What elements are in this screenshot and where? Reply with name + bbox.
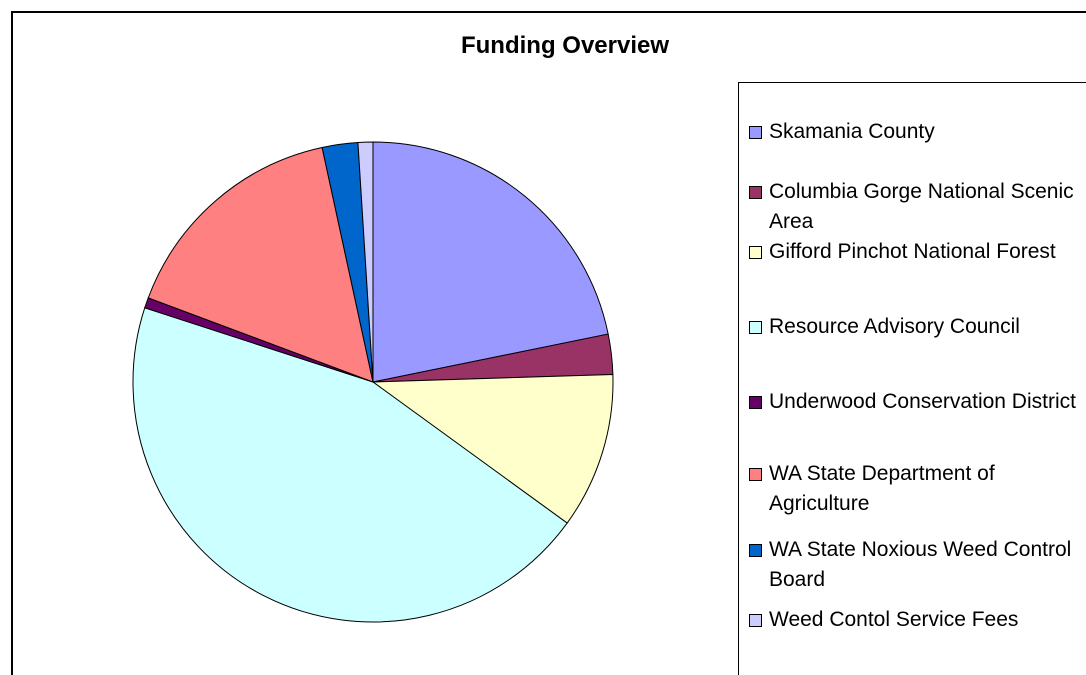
legend-item-5: WA State Department of Agriculture [749, 459, 1084, 519]
pie-slice-5 [147, 146, 374, 383]
legend-item-1: Columbia Gorge National Scenic Area [749, 177, 1084, 237]
pie-chart [132, 141, 614, 623]
legend-swatch-2 [749, 246, 762, 259]
legend: Skamania County Columbia Gorge National S… [738, 82, 1086, 675]
pie-slice-2 [371, 373, 614, 524]
legend-item-6: WA State Noxious Weed Control Board [749, 535, 1084, 595]
legend-swatch-0 [749, 126, 762, 139]
legend-item-2: Gifford Pinchot National Forest [749, 237, 1084, 267]
legend-label-7: Weed Contol Service Fees [769, 608, 1019, 631]
legend-swatch-5 [749, 468, 762, 481]
pie-slice-3 [132, 307, 568, 623]
legend-swatch-7 [749, 614, 762, 627]
legend-label-0: Skamania County [769, 120, 935, 143]
legend-label-1: Columbia Gorge National Scenic Area [769, 180, 1074, 233]
pie-slice-7 [357, 141, 374, 383]
legend-swatch-1 [749, 186, 762, 199]
legend-swatch-3 [749, 321, 762, 334]
legend-item-0: Skamania County [749, 117, 1084, 147]
chart-title: Funding Overview [460, 32, 670, 59]
legend-item-3: Resource Advisory Council [749, 312, 1084, 342]
legend-label-5: WA State Department of Agriculture [769, 462, 995, 515]
legend-swatch-6 [749, 544, 762, 557]
legend-label-2: Gifford Pinchot National Forest [769, 240, 1056, 263]
pie-slice-0 [372, 141, 609, 383]
legend-item-4: Underwood Conservation District [749, 387, 1084, 417]
legend-item-7: Weed Contol Service Fees [749, 605, 1084, 635]
legend-label-4: Underwood Conservation District [769, 390, 1076, 413]
legend-label-6: WA State Noxious Weed Control Board [769, 538, 1072, 591]
legend-label-3: Resource Advisory Council [769, 315, 1020, 338]
legend-swatch-4 [749, 396, 762, 409]
pie-slices [132, 141, 614, 623]
